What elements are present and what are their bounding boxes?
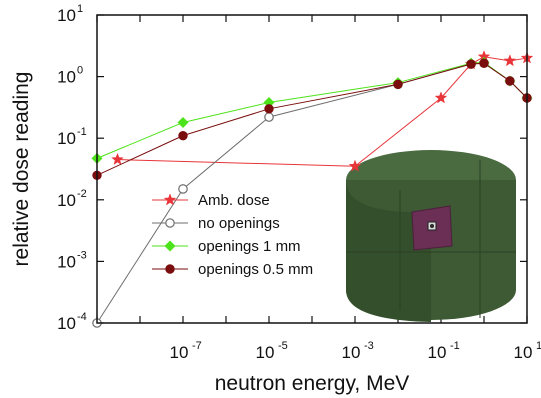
data-point (393, 79, 403, 89)
x-tick-label: 10 (514, 343, 533, 362)
data-point (177, 116, 189, 128)
x-tick-exponent: -7 (192, 340, 202, 352)
x-tick-exponent: -5 (278, 340, 288, 352)
x-tick-label: 10 (170, 343, 189, 362)
legend: Amb. dose no openings openings 1 mm opening… (152, 192, 313, 278)
data-point (348, 159, 362, 172)
y-tick-label: 10 (57, 252, 76, 271)
data-point (264, 112, 274, 122)
x-tick-label: 10 (428, 343, 447, 362)
legend-marker (165, 264, 175, 274)
legend-marker (163, 193, 177, 206)
x-axis-title: neutron energy, MeV (215, 372, 410, 395)
data-point (111, 152, 124, 165)
y-tick-label: 10 (57, 314, 76, 333)
series-line (96, 62, 528, 176)
data-point (466, 59, 476, 69)
data-point (503, 54, 517, 67)
series-layer (91, 50, 534, 328)
y-tick-label: 10 (57, 68, 76, 87)
y-tick-exponent: -1 (77, 126, 87, 138)
data-point (264, 104, 274, 114)
legend-marker (165, 218, 175, 228)
y-tick-exponent: 0 (77, 65, 83, 77)
data-point (178, 184, 188, 194)
data-point (434, 91, 448, 104)
x-tick-exponent: 1 (536, 340, 541, 352)
x-tick-label: 10 (342, 343, 361, 362)
legend-label: Amb. dose (198, 192, 270, 209)
data-point (505, 76, 515, 86)
y-tick-label: 10 (57, 129, 76, 148)
y-tick-exponent: -2 (77, 188, 87, 200)
legend-label: no openings (198, 215, 280, 232)
axis-ticks: 10 -7 10 -5 10 -3 10 -1 10 110 -410 -310 -210 -110 010… (57, 3, 541, 362)
series-4 (92, 58, 532, 180)
y-tick-exponent: -3 (77, 249, 87, 261)
legend-label: openings 1 mm (198, 238, 301, 255)
y-tick-exponent: 1 (77, 3, 83, 15)
y-tick-label: 10 (57, 191, 76, 210)
detector-cylinder-icon (346, 150, 516, 322)
legend-label: openings 0.5 mm (198, 261, 313, 278)
data-point (479, 58, 489, 68)
x-tick-exponent: -1 (450, 340, 460, 352)
data-point (178, 130, 188, 141)
plot-frame (96, 14, 528, 324)
x-tick-exponent: -3 (364, 340, 374, 352)
y-tick-label: 10 (57, 6, 76, 25)
y-tick-exponent: -4 (77, 311, 87, 323)
legend-marker (164, 240, 176, 252)
x-tick-label: 10 (256, 343, 275, 362)
y-axis-title: relative dose reading (10, 72, 33, 267)
